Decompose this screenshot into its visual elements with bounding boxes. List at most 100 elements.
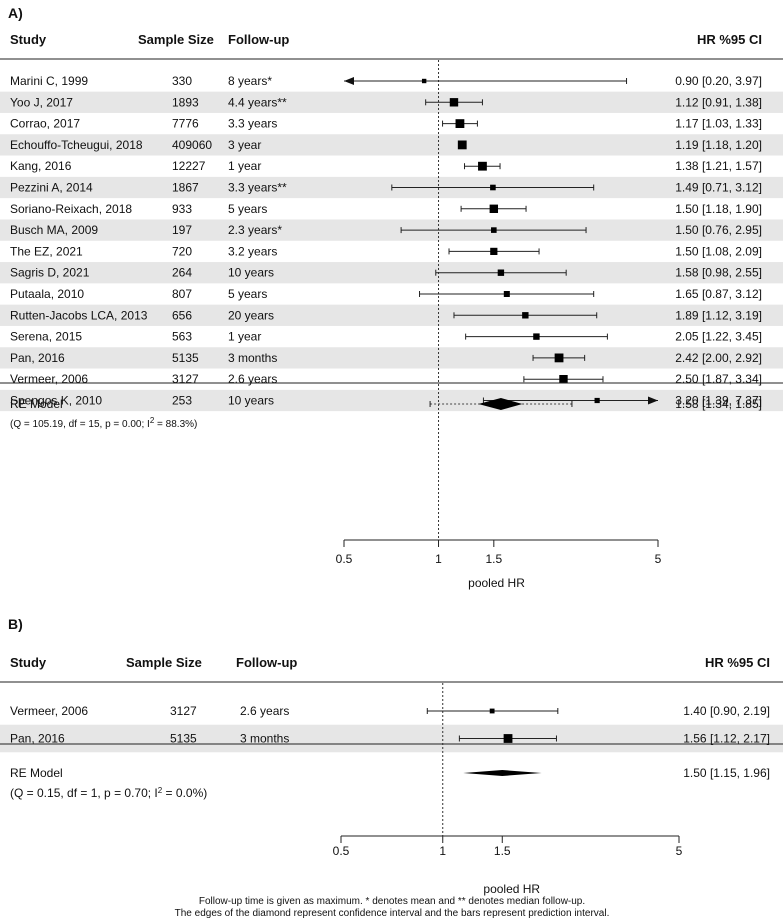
x-axis-tick-label: 0.5: [333, 844, 350, 858]
ci-arrow-right: [648, 396, 658, 405]
study-name: Echouffo-Tcheugui, 2018: [10, 138, 143, 152]
point-estimate: [559, 375, 568, 384]
hr-ci-text: 0.90 [0.20, 3.97]: [675, 74, 762, 88]
pooled-label: RE Model: [10, 766, 63, 780]
study-name: Kang, 2016: [10, 159, 72, 173]
sample-size: 12227: [172, 159, 206, 173]
x-axis-tick-label: 1: [435, 552, 442, 566]
header-sample-size: Sample Size: [126, 655, 202, 670]
study-name: Busch MA, 2009: [10, 223, 98, 237]
x-axis-tick-label: 1.5: [494, 844, 511, 858]
header-follow-up: Follow-up: [236, 655, 297, 670]
point-estimate: [489, 708, 495, 714]
follow-up: 2.3 years*: [228, 223, 282, 237]
hr-ci-text: 1.50 [1.18, 1.90]: [675, 202, 762, 216]
point-estimate: [457, 140, 467, 150]
sample-size: 264: [172, 266, 192, 280]
hr-ci-text: 2.50 [1.87, 3.34]: [675, 372, 762, 386]
hr-ci-text: 1.89 [1.12, 3.19]: [675, 308, 762, 322]
study-name: Pan, 2016: [10, 732, 65, 746]
row-band: [0, 347, 783, 369]
study-name: Soriano-Reixach, 2018: [10, 202, 132, 216]
point-estimate: [503, 291, 510, 297]
header-hr-ci: HR %95 CI: [705, 655, 770, 670]
x-axis-label: pooled HR: [468, 576, 525, 590]
footnote: Follow-up time is given as maximum. * de…: [199, 896, 585, 907]
sample-size: 197: [172, 223, 192, 237]
follow-up: 10 years: [228, 394, 274, 408]
sample-size: 1893: [172, 95, 199, 109]
row-band: [0, 134, 783, 156]
study-name: Spengos K, 2010: [10, 394, 102, 408]
hr-ci-text: 1.56 [1.12, 2.17]: [683, 732, 770, 746]
point-estimate: [455, 119, 465, 128]
hr-ci-text: 1.40 [0.90, 2.19]: [683, 704, 770, 718]
follow-up: 1 year: [228, 159, 261, 173]
follow-up: 3.3 years**: [228, 181, 287, 195]
x-axis-label: pooled HR: [483, 882, 540, 896]
hr-ci-text: 3.20 [1.39, 7.37]: [675, 394, 762, 408]
sample-size: 3127: [172, 372, 199, 386]
point-estimate: [533, 333, 540, 340]
row-band: [0, 304, 783, 326]
hr-ci-text: 1.19 [1.18, 1.20]: [675, 138, 762, 152]
follow-up: 3.3 years: [228, 117, 277, 131]
x-axis-tick-label: 0.5: [336, 552, 353, 566]
point-estimate: [594, 397, 600, 404]
hr-ci-text: 1.38 [1.21, 1.57]: [675, 159, 762, 173]
hr-ci-text: 1.50 [1.08, 2.09]: [675, 244, 762, 258]
point-estimate: [490, 247, 498, 255]
row-band: [0, 219, 783, 241]
sample-size: 3127: [170, 704, 197, 718]
follow-up: 3 months: [228, 351, 277, 365]
study-name: The EZ, 2021: [10, 244, 83, 258]
study-name: Rutten-Jacobs LCA, 2013: [10, 308, 148, 322]
follow-up: 20 years: [228, 308, 274, 322]
heterogeneity-stats: (Q = 0.15, df = 1, p = 0.70; I2 = 0.0%): [10, 786, 207, 801]
study-name: Marini C, 1999: [10, 74, 88, 88]
study-name: Vermeer, 2006: [10, 372, 88, 386]
hr-ci-text: 1.50 [0.76, 2.95]: [675, 223, 762, 237]
pooled-hr-ci-text: 1.58 [1.34, 1.85]: [675, 397, 762, 411]
hr-ci-text: 1.58 [0.98, 2.55]: [675, 266, 762, 280]
x-axis-tick-label: 1.5: [485, 552, 502, 566]
x-axis-tick-label: 5: [676, 844, 683, 858]
hr-ci-text: 2.05 [1.22, 3.45]: [675, 330, 762, 344]
follow-up: 8 years*: [228, 74, 272, 88]
hr-ci-text: 1.65 [0.87, 3.12]: [675, 287, 762, 301]
panel-label: A): [8, 5, 23, 21]
sample-size: 1867: [172, 181, 199, 195]
point-estimate: [489, 204, 499, 213]
study-name: Pezzini A, 2014: [10, 181, 93, 195]
x-axis-tick-label: 1: [439, 844, 446, 858]
follow-up: 4.4 years**: [228, 95, 287, 109]
study-name: Pan, 2016: [10, 351, 65, 365]
sample-size: 5135: [172, 351, 199, 365]
hr-ci-text: 1.12 [0.91, 1.38]: [675, 95, 762, 109]
follow-up: 3 months: [240, 732, 289, 746]
hr-ci-text: 1.49 [0.71, 3.12]: [675, 181, 762, 195]
pooled-diamond: [463, 770, 542, 776]
ci-arrow-left: [344, 77, 354, 85]
sample-size: 720: [172, 244, 192, 258]
sample-size: 563: [172, 330, 192, 344]
study-name: Corrao, 2017: [10, 117, 80, 131]
hr-ci-text: 2.42 [2.00, 2.92]: [675, 351, 762, 365]
follow-up: 2.6 years: [240, 704, 289, 718]
sample-size: 7776: [172, 117, 199, 131]
x-axis-tick-label: 5: [655, 552, 662, 566]
row-band: [0, 724, 783, 753]
header-study: Study: [10, 32, 47, 47]
point-estimate: [490, 184, 496, 191]
point-estimate: [449, 98, 459, 107]
follow-up: 5 years: [228, 287, 267, 301]
header-hr-ci: HR %95 CI: [697, 32, 762, 47]
point-estimate: [491, 227, 497, 233]
study-name: Putaala, 2010: [10, 287, 84, 301]
sample-size: 807: [172, 287, 192, 301]
row-band: [0, 91, 783, 113]
follow-up: 3.2 years: [228, 244, 277, 258]
study-name: Yoo J, 2017: [10, 95, 73, 109]
panel-label: B): [8, 616, 23, 632]
